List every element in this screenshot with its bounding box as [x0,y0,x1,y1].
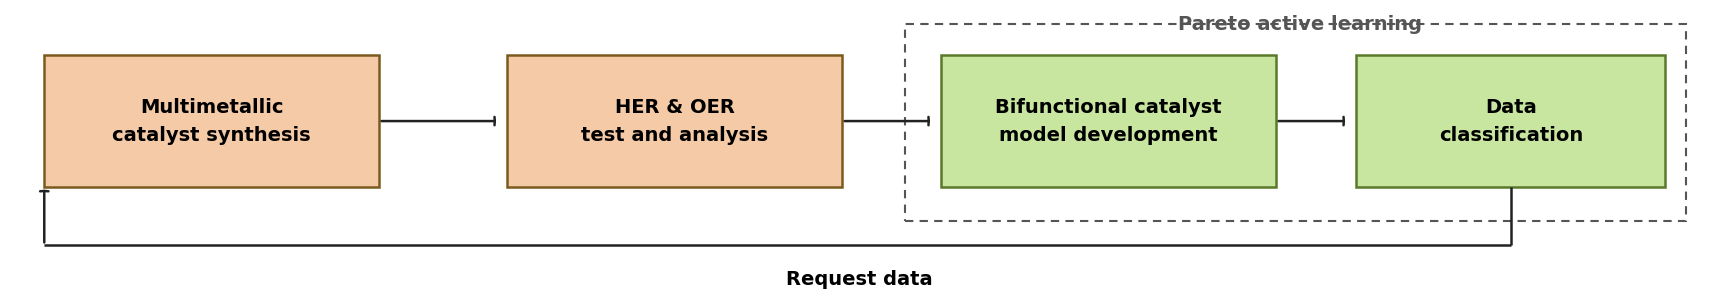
Text: Request data: Request data [785,270,933,289]
Bar [905,24,1685,221]
Text: Bifunctional catalyst
model development: Bifunctional catalyst model development [995,98,1221,145]
Bar [1357,55,1665,187]
Text: Data
classification: Data classification [1438,98,1582,145]
Bar [507,55,842,187]
Bar [45,55,378,187]
Text: Pareto active learning: Pareto active learning [1179,15,1423,34]
Text: Multimetallic
catalyst synthesis: Multimetallic catalyst synthesis [112,98,311,145]
Text: HER & OER
test and analysis: HER & OER test and analysis [581,98,768,145]
Bar [941,55,1276,187]
